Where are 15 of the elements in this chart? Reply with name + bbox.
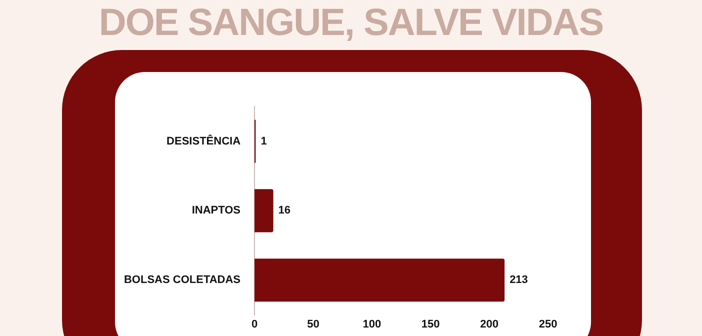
- x-tick-label: 200: [480, 318, 498, 330]
- y-tick-label: BOLSAS COLETADAS: [124, 274, 241, 286]
- bar: [254, 258, 505, 302]
- bar: [254, 189, 274, 232]
- data-label: 213: [510, 274, 528, 286]
- data-label: 16: [278, 204, 291, 217]
- x-tick-label: 250: [538, 318, 558, 330]
- x-tick-label: 150: [421, 318, 440, 330]
- x-tick-label: 100: [362, 318, 382, 330]
- y-tick-label: INAPTOS: [192, 204, 241, 217]
- x-tick-label: 50: [307, 318, 320, 330]
- data-label: 1: [260, 135, 267, 148]
- y-tick-label: DESISTÊNCIA: [166, 134, 241, 148]
- x-tick-label: 0: [251, 318, 258, 330]
- chart-title: DOE SANGUE, SALVE VIDAS: [98, 2, 604, 45]
